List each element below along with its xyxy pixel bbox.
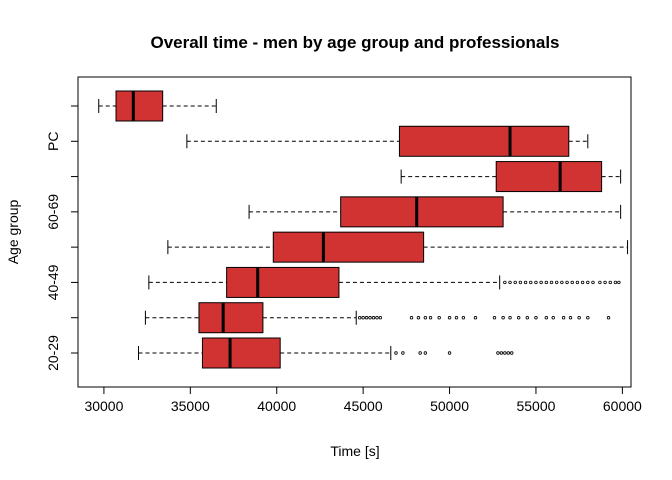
outlier-point xyxy=(598,280,602,285)
outlier-point xyxy=(606,316,611,320)
outlier-point xyxy=(454,316,459,320)
outlier-point xyxy=(423,316,428,320)
y-tick-label: PC xyxy=(45,132,61,151)
outlier-point xyxy=(549,280,554,285)
x-tick-label: 40000 xyxy=(257,398,296,414)
outlier-point xyxy=(561,316,566,320)
outlier-point xyxy=(394,351,398,355)
y-axis-title: Age group xyxy=(5,199,21,264)
box-8 xyxy=(98,90,217,122)
iqr-box xyxy=(495,161,603,193)
outlier-point xyxy=(357,316,362,320)
outlier-point xyxy=(447,316,452,320)
outlier-point xyxy=(544,280,549,285)
outlier-point xyxy=(401,351,405,355)
outlier-point xyxy=(378,316,383,320)
outlier-point xyxy=(423,351,428,355)
outlier-point xyxy=(568,316,573,320)
outlier-point xyxy=(375,316,379,320)
outlier-point xyxy=(428,316,433,320)
x-axis-title: Time [s] xyxy=(330,443,379,459)
outlier-point xyxy=(496,351,500,355)
outlier-point xyxy=(580,280,585,285)
outlier-point xyxy=(499,351,504,355)
outlier-point xyxy=(544,316,549,320)
outlier-point xyxy=(409,316,414,320)
y-axis: 20-29 40-49 60-69 PC xyxy=(45,105,79,371)
outlier-point xyxy=(361,316,365,320)
outlier-point xyxy=(560,280,564,285)
outlier-point xyxy=(617,280,621,285)
iqr-box xyxy=(226,266,340,298)
outlier-point xyxy=(368,316,372,320)
outlier-point xyxy=(613,280,618,285)
outlier-point xyxy=(503,280,507,285)
outlier-point xyxy=(577,316,581,320)
outlier-point xyxy=(416,316,421,320)
x-tick-label: 30000 xyxy=(84,398,123,414)
outlier-point xyxy=(492,316,497,320)
y-tick-label: 40-49 xyxy=(45,264,61,300)
outlier-point xyxy=(371,316,376,320)
outlier-point xyxy=(508,280,512,285)
outlier-point xyxy=(529,280,533,285)
box-7 xyxy=(186,125,589,157)
outlier-point xyxy=(437,316,441,320)
x-tick-label: 55000 xyxy=(516,398,555,414)
iqr-box xyxy=(201,337,281,369)
outlier-point xyxy=(608,280,612,285)
outlier-point xyxy=(418,351,422,355)
outlier-point xyxy=(510,351,514,355)
iqr-box xyxy=(340,196,504,228)
outlier-point xyxy=(513,280,517,285)
outlier-point xyxy=(501,316,505,320)
outlier-point xyxy=(506,351,511,355)
iqr-box xyxy=(198,302,264,334)
x-tick-label: 35000 xyxy=(171,398,210,414)
x-tick-label: 50000 xyxy=(430,398,469,414)
box-2 xyxy=(144,302,611,334)
box-5 xyxy=(248,196,622,228)
box-group xyxy=(98,90,629,369)
outlier-point xyxy=(523,280,528,285)
outlier-point xyxy=(461,316,466,320)
chart-title: Overall time - men by age group and prof… xyxy=(150,33,559,52)
outlier-point xyxy=(473,316,478,320)
iqr-box xyxy=(272,231,425,263)
outlier-point xyxy=(539,280,543,285)
iqr-box xyxy=(398,125,570,157)
outlier-point xyxy=(508,316,512,320)
outlier-point xyxy=(586,316,590,320)
y-tick-label: 60-69 xyxy=(45,194,61,230)
y-tick-label: 20-29 xyxy=(45,335,61,371)
outlier-point xyxy=(534,316,538,320)
box-4 xyxy=(167,231,629,263)
outlier-point xyxy=(570,280,574,285)
outlier-point xyxy=(554,280,559,285)
outlier-point xyxy=(525,316,530,320)
box-3 xyxy=(148,266,621,298)
outlier-point xyxy=(364,316,369,320)
outlier-point xyxy=(503,351,507,355)
outlier-point xyxy=(516,316,521,320)
outlier-point xyxy=(447,351,452,355)
box-6 xyxy=(400,161,622,193)
box-1 xyxy=(137,337,514,369)
outlier-point xyxy=(586,280,590,285)
outlier-point xyxy=(518,280,523,285)
outlier-point xyxy=(591,280,595,285)
x-tick-label: 45000 xyxy=(344,398,383,414)
x-tick-label: 60000 xyxy=(603,398,642,414)
outlier-point xyxy=(575,280,580,285)
outlier-point xyxy=(565,280,569,285)
x-axis: 30000 35000 40000 45000 50000 55000 60000 xyxy=(84,386,642,414)
outlier-point xyxy=(603,280,607,285)
iqr-box xyxy=(115,90,164,122)
outlier-point xyxy=(534,280,538,285)
outlier-point xyxy=(551,316,555,320)
